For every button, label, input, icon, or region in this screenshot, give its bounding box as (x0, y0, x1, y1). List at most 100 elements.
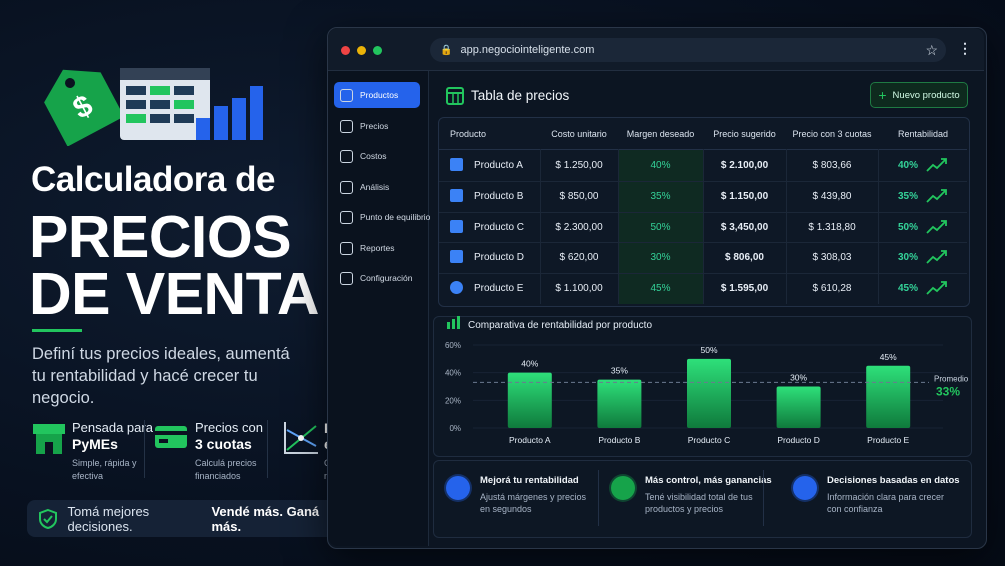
accent-line (32, 329, 82, 332)
table-cell: $ 2.100,00 (720, 160, 769, 171)
icon-shape (33, 424, 65, 434)
window-dot (373, 46, 382, 55)
bar (687, 358, 731, 428)
feature-title: Pensada para (72, 420, 153, 435)
table-cell: $ 1.595,00 (720, 283, 769, 295)
bar (866, 365, 911, 428)
benefit-icon (793, 476, 817, 500)
feature-desc: Simple, rápida y efectiva (72, 458, 137, 481)
table-cell: 30% (897, 252, 918, 264)
trend-icon (926, 281, 947, 295)
hero-title-line: PRECIOS (29, 204, 292, 270)
table-cell: $ 1.150,00 (720, 190, 769, 202)
icon-shape (155, 426, 187, 448)
table-cell: $ 308,03 (812, 252, 852, 264)
sidebar-item[interactable]: Precios (360, 120, 389, 131)
table-cell: Producto C (474, 221, 525, 233)
benefit-title: Más control, más ganancias (645, 475, 772, 486)
benefit-icon (611, 476, 635, 500)
x-tick-label: Producto A (509, 435, 551, 445)
chart: Comparativa de rentabilidad por producto… (445, 316, 969, 445)
trend-icon (926, 188, 947, 203)
sidebar-icon (340, 119, 353, 133)
x-tick-label: Producto E (867, 435, 909, 445)
column-divider (703, 149, 704, 304)
bar (507, 372, 552, 428)
trend-icon (926, 219, 947, 234)
menu-icon[interactable]: ⋮ (958, 40, 972, 56)
sidebar-item[interactable]: Configuración (360, 273, 413, 283)
table-icon (446, 87, 464, 105)
trend-icon (926, 158, 947, 172)
benefit-icon (446, 476, 470, 500)
plus-icon: + (878, 87, 887, 103)
table-cell: $ 1.250,00 (555, 160, 603, 171)
sidebar-icon (340, 150, 353, 163)
average-label: Promedio (934, 374, 969, 383)
table-cell: Producto B (474, 190, 524, 202)
product-icon (450, 188, 463, 202)
column-divider (786, 149, 787, 304)
benefit-desc: Ajustá márgenes y precios en segundos (480, 492, 587, 514)
table-cell: 50% (650, 221, 671, 233)
sidebar (328, 71, 429, 546)
tagline-text: Tomá mejores decisiones. (67, 503, 150, 534)
table-cell: 40% (897, 160, 918, 171)
sidebar-item[interactable]: Punto de equilibrio (360, 212, 431, 222)
value-label: 35% (611, 366, 628, 376)
url-bar[interactable]: 🔒 app.negociointeligente.com ☆ (430, 38, 946, 62)
url-text: app.negociointeligente.com (460, 44, 595, 56)
hero-title-line: DE VENTA (29, 261, 319, 327)
chart-icon (457, 316, 460, 329)
bar (597, 379, 642, 428)
separator (144, 420, 145, 478)
icon-shape (155, 431, 187, 435)
value-label: 50% (700, 345, 717, 355)
icon-shape (159, 439, 168, 443)
feature-icon (284, 422, 318, 454)
value-label: 30% (790, 373, 807, 383)
tagline-emphasis: Vendé más. Ganá más. (211, 503, 320, 534)
separator (763, 470, 764, 526)
table-cell: Producto E (474, 283, 524, 295)
product-icon (450, 158, 463, 171)
y-tick-label: 20% (445, 396, 461, 405)
product-icon (450, 219, 463, 233)
sidebar-icon (340, 241, 353, 255)
column-header: Rentabilidad (897, 128, 949, 139)
feature-icon (33, 424, 65, 454)
new-product-button[interactable]: + Nuevo producto (870, 82, 968, 108)
sidebar-item[interactable]: Costos (360, 151, 387, 161)
feature-icon (155, 426, 187, 448)
x-tick-label: Producto D (777, 435, 820, 445)
sidebar-icon (340, 180, 353, 194)
separator (598, 470, 599, 526)
value-label: 45% (880, 352, 897, 362)
window-dot (341, 46, 350, 55)
table-title: Tabla de precios (471, 88, 570, 103)
sidebar-item[interactable]: Productos (360, 90, 399, 100)
chart-icon (447, 322, 450, 329)
x-tick-label: Producto B (598, 435, 640, 445)
trend-line (926, 219, 947, 234)
column-header: Margen deseado (626, 128, 695, 139)
benefits-panel (433, 460, 972, 538)
feature-desc: Calculá precios financiados (195, 458, 257, 481)
window-dot (357, 46, 366, 55)
sidebar-item[interactable]: Reportes (360, 242, 395, 253)
hero-subtitle: Definí tus precios ideales, aumentá tu r… (32, 345, 290, 407)
feature-highlight: 3 cuotas (195, 436, 252, 452)
table-cell: $ 610,28 (812, 283, 852, 295)
table-cell: $ 806,00 (725, 252, 764, 264)
bar (776, 386, 821, 428)
column-header: Costo unitario (551, 128, 607, 139)
product-icon (450, 281, 463, 295)
table-cell: $ 1.100,00 (555, 283, 603, 295)
column-divider (618, 149, 619, 304)
sidebar-item[interactable]: Análisis (360, 181, 390, 192)
star-icon[interactable]: ☆ (925, 41, 938, 58)
table-cell: $ 439,80 (812, 190, 852, 202)
table-cell: 30% (650, 252, 671, 264)
table-cell: $ 620,00 (559, 252, 599, 264)
